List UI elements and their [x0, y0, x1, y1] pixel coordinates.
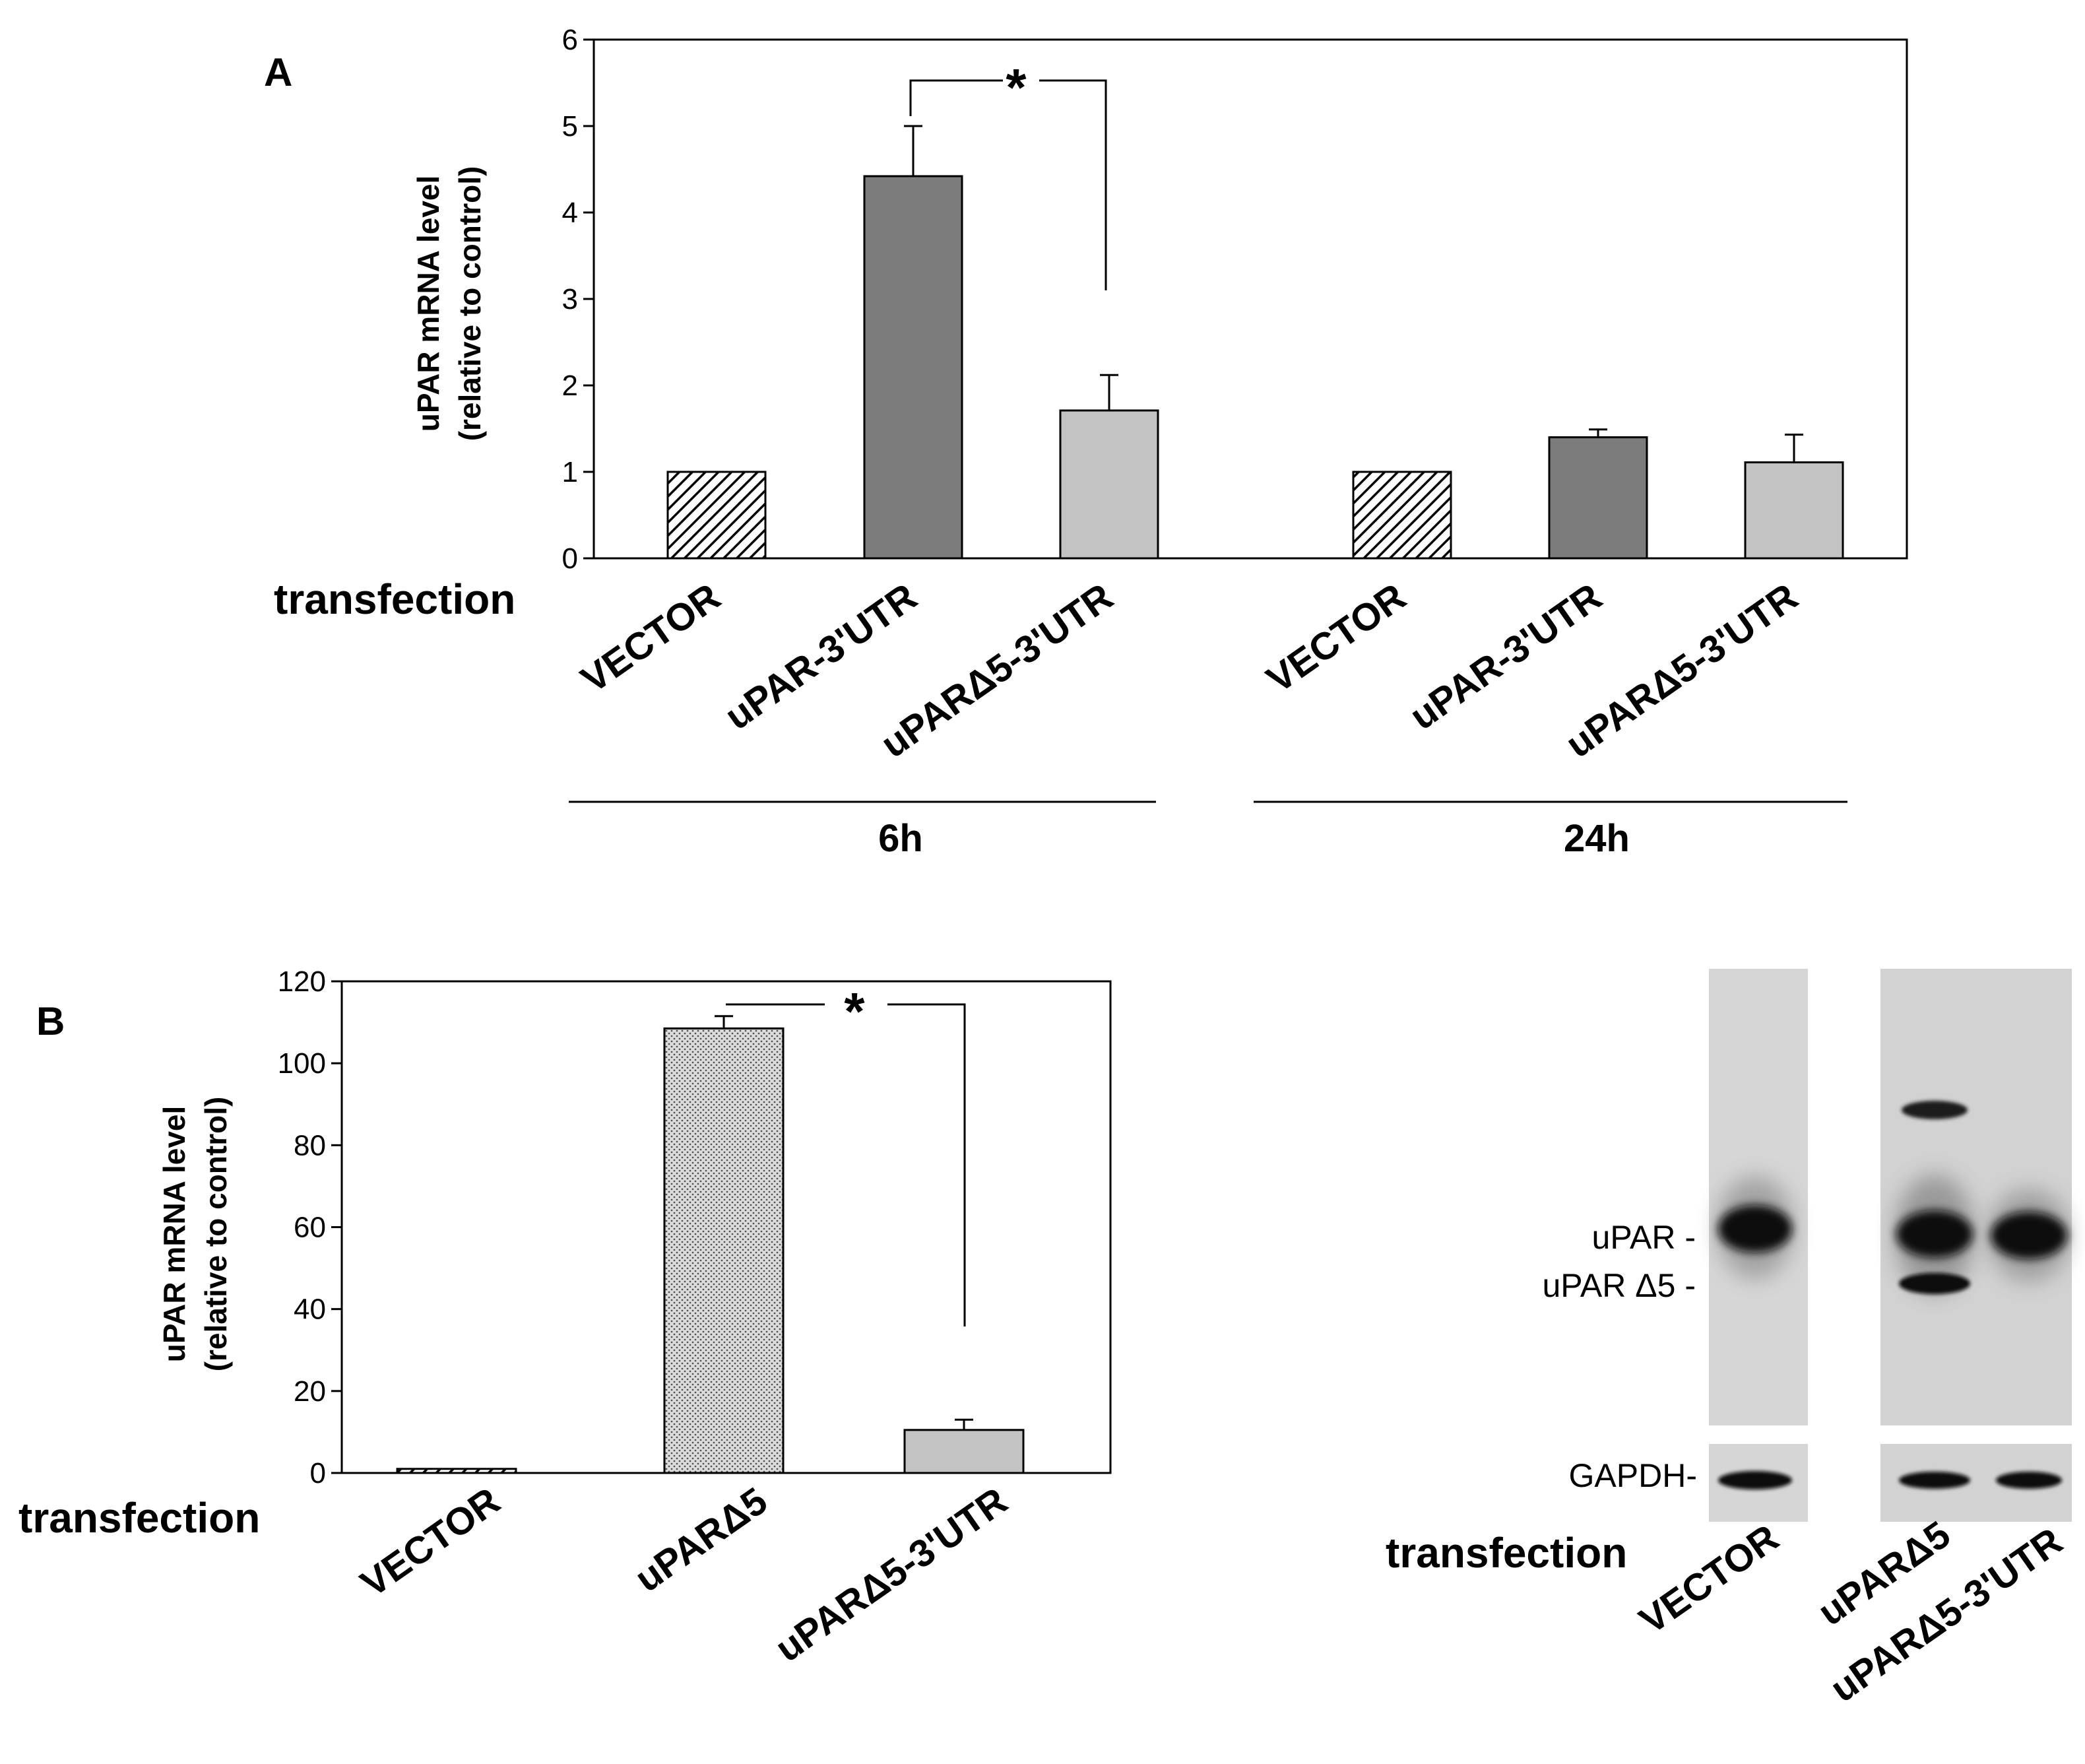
bar	[1352, 471, 1452, 560]
y-tick-label: 3	[562, 283, 578, 315]
bar	[666, 471, 767, 560]
panel-a-plot-frame	[593, 38, 1908, 560]
panel-b-significance-star: *	[844, 982, 865, 1041]
category-label: VECTOR	[1259, 575, 1413, 701]
category-label: VECTOR	[353, 1479, 507, 1605]
y-tick-label: 20	[294, 1375, 326, 1408]
panel-b-bars	[396, 1015, 1025, 1474]
panel-b-label: B	[36, 999, 65, 1043]
panel-a-y-axis: 0 1 2 3 4 5 6	[562, 24, 594, 575]
blot-band-upar-uparD5-3utr	[1991, 1212, 2067, 1259]
gapdh-band-vector	[1718, 1471, 1792, 1489]
panel-b-ylabel-line1: uPAR mRNA level	[157, 1106, 191, 1363]
bar	[1744, 461, 1844, 560]
bar	[903, 1429, 1025, 1474]
y-tick-label: 0	[310, 1457, 326, 1489]
blot-band-upar-vector	[1718, 1205, 1792, 1253]
blot-label-upar-d5: uPAR Δ5 -	[1542, 1267, 1696, 1304]
bar	[396, 1468, 517, 1474]
blot-label-upar: uPAR -	[1592, 1219, 1696, 1256]
blot-lane-label-vector: VECTOR	[1632, 1516, 1786, 1642]
panel-a-label: A	[264, 50, 292, 94]
category-label: uPAR-3'UTR	[1402, 575, 1609, 738]
panel-b: B 0 20 40 60 80 100 120 uPAR mRNA level (relat…	[18, 965, 1112, 1670]
panel-a-significance-star: *	[1006, 58, 1027, 117]
y-tick-label: 100	[278, 1047, 326, 1080]
y-tick-label: 4	[562, 197, 578, 229]
panel-b-significance-bracket	[726, 1003, 966, 1326]
blot-panel: uPAR - uPAR Δ5 - GAPDH- transfection VEC…	[1386, 969, 2072, 1711]
panel-a-ylabel-line1: uPAR mRNA level	[411, 176, 445, 432]
y-tick-label: 60	[294, 1212, 326, 1244]
panel-a-bars	[666, 125, 1844, 560]
blot-band-high-uparD5	[1902, 1101, 1968, 1119]
panel-b-y-axis-title: uPAR mRNA level (relative to control)	[157, 1097, 233, 1372]
category-label: uPAR-3'UTR	[717, 575, 924, 738]
panel-a-significance-bracket	[909, 79, 1107, 290]
panel-a-group-24h: 24h	[1564, 817, 1630, 860]
blot-transfection-label: transfection	[1386, 1529, 1627, 1577]
panel-a-group-6h: 6h	[878, 817, 923, 860]
panel-b-y-axis: 0 20 40 60 80 100 120	[278, 965, 342, 1489]
y-tick-label: 80	[294, 1129, 326, 1161]
category-label: VECTOR	[573, 575, 728, 701]
gapdh-band-uparD5	[1899, 1472, 1970, 1489]
panel-a: A 0 1 2 3 4 5 6 uPAR mRNA level (relative to c…	[264, 24, 1908, 860]
y-tick-label: 120	[278, 965, 326, 998]
panel-b-transfection-label: transfection	[18, 1494, 260, 1542]
gapdh-band-uparD5-3utr	[1996, 1472, 2062, 1489]
panel-b-ylabel-line2: (relative to control)	[199, 1097, 233, 1372]
bar	[863, 175, 963, 560]
y-tick-label: 5	[562, 110, 578, 143]
y-tick-label: 0	[562, 542, 578, 575]
panel-a-y-axis-title: uPAR mRNA level (relative to control)	[411, 166, 487, 441]
blot-band-upar-uparD5	[1896, 1210, 1973, 1258]
blot-label-gapdh: GAPDH-	[1569, 1457, 1697, 1494]
bar	[1059, 409, 1159, 560]
blot-band-uparD5-uparD5	[1899, 1273, 1970, 1294]
y-tick-label: 2	[562, 370, 578, 402]
y-tick-label: 40	[294, 1293, 326, 1326]
panel-a-ylabel-line2: (relative to control)	[453, 166, 487, 441]
y-tick-label: 1	[562, 456, 578, 488]
y-tick-label: 6	[562, 24, 578, 56]
bar	[1548, 436, 1648, 560]
category-label: uPARΔ5-3'UTR	[768, 1479, 1015, 1670]
category-label: uPARΔ5	[627, 1479, 775, 1600]
bar	[663, 1027, 785, 1474]
panel-a-transfection-label: transfection	[274, 575, 515, 623]
